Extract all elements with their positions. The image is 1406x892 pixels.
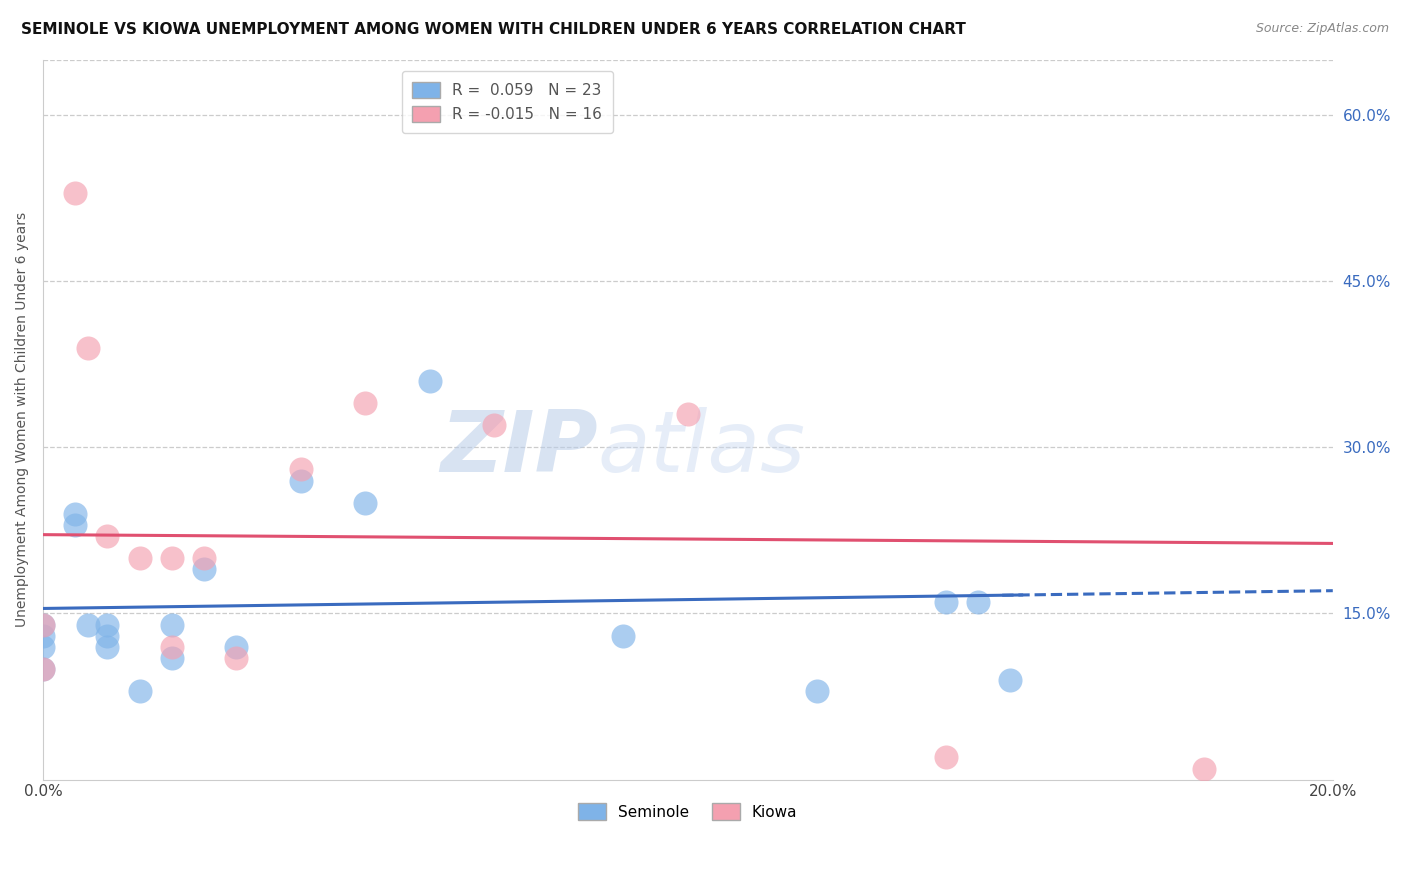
Point [290,474,312,488]
Point [96,640,118,654]
Point [32,629,55,643]
Text: ZIP: ZIP [440,407,598,490]
Point [1192,762,1215,776]
Point [193,562,215,576]
Point [160,551,183,566]
Point [419,374,441,388]
Point [967,595,990,609]
Point [193,551,215,566]
Point [128,551,150,566]
Point [77,341,100,355]
Point [806,684,828,698]
Point [32,617,55,632]
Point [290,462,312,476]
Point [354,396,377,410]
Point [676,407,699,421]
Point [160,640,183,654]
Point [484,418,506,433]
Point [77,617,100,632]
Point [1000,673,1022,687]
Point [96,529,118,543]
Point [128,684,150,698]
Text: Source: ZipAtlas.com: Source: ZipAtlas.com [1256,22,1389,36]
Text: SEMINOLE VS KIOWA UNEMPLOYMENT AMONG WOMEN WITH CHILDREN UNDER 6 YEARS CORRELATI: SEMINOLE VS KIOWA UNEMPLOYMENT AMONG WOM… [21,22,966,37]
Point [63,507,86,521]
Point [935,595,957,609]
Text: atlas: atlas [598,407,806,490]
Point [32,617,55,632]
Legend: Seminole, Kiowa: Seminole, Kiowa [572,797,803,826]
Point [225,650,247,665]
Point [612,629,634,643]
Point [32,662,55,676]
Point [225,640,247,654]
Point [96,629,118,643]
Point [32,640,55,654]
Point [96,617,118,632]
Point [63,186,86,200]
Y-axis label: Unemployment Among Women with Children Under 6 years: Unemployment Among Women with Children U… [15,212,30,627]
Point [354,496,377,510]
Point [32,662,55,676]
Point [63,517,86,532]
Point [935,750,957,764]
Point [160,650,183,665]
Point [160,617,183,632]
